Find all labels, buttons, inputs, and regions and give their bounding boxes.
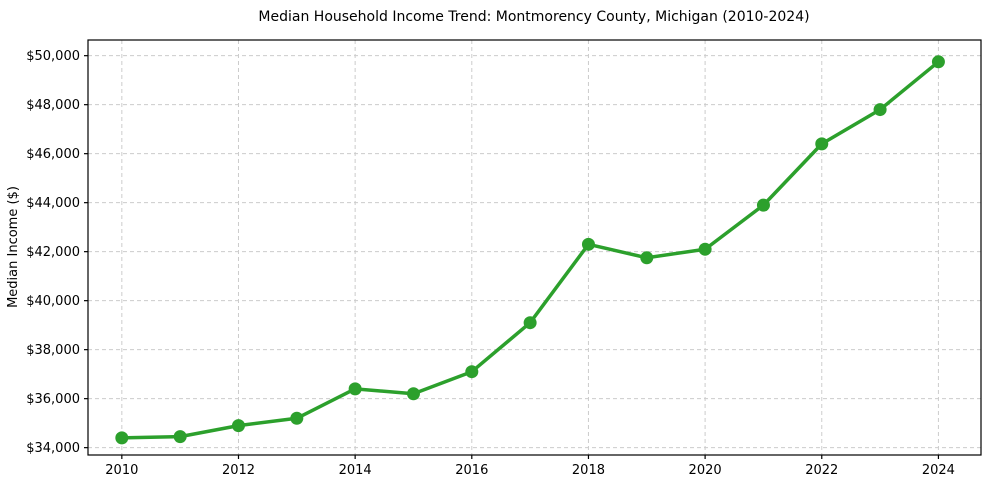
y-axis-label: Median Income ($)	[6, 186, 21, 308]
income-line-series	[120, 60, 941, 440]
data-point-2020	[698, 242, 712, 256]
x-tick-label: 2024	[922, 463, 955, 478]
series-line	[120, 60, 941, 440]
data-point-markers	[115, 55, 945, 445]
data-point-2013	[290, 411, 304, 425]
y-tick-label: $34,000	[26, 441, 80, 456]
y-tick-label: $38,000	[26, 343, 80, 358]
x-tick-label: 2016	[455, 463, 488, 478]
data-point-2014	[348, 382, 362, 396]
data-point-2022	[815, 137, 829, 151]
y-tick-label: $44,000	[26, 196, 80, 211]
plot-border	[87, 39, 982, 456]
y-tick-label: $46,000	[26, 147, 80, 162]
x-tick-label: 2018	[572, 463, 605, 478]
y-axis-tick-labels: $34,000 $36,000 $38,000 $40,000 $42,000 $44,0…	[26, 49, 80, 456]
data-point-2023	[873, 103, 887, 117]
y-tick-label: $50,000	[26, 49, 80, 64]
x-tick-label: 2020	[689, 463, 722, 478]
data-point-2012	[231, 419, 245, 433]
chart-title: Median Household Income Trend: Montmoren…	[258, 9, 809, 25]
x-tick-label: 2022	[805, 463, 838, 478]
data-point-2018	[581, 237, 595, 251]
data-point-2017	[523, 316, 537, 330]
data-point-2024	[931, 55, 945, 69]
y-tick-label: $40,000	[26, 294, 80, 309]
x-axis-tick-labels: 2010 2012 2014 2016 2018 2020 2022 2024	[105, 463, 955, 478]
y-tick-label: $48,000	[26, 98, 80, 113]
y-tick-label: $36,000	[26, 392, 80, 407]
x-tick-label: 2014	[339, 463, 372, 478]
gridlines	[88, 40, 981, 455]
data-point-2015	[406, 387, 420, 401]
data-point-2021	[756, 198, 770, 212]
y-tick-label: $42,000	[26, 245, 80, 260]
data-point-2011	[173, 430, 187, 444]
data-point-2016	[465, 365, 479, 379]
x-tick-label: 2012	[222, 463, 255, 478]
axis-ticks	[84, 55, 940, 459]
data-point-2019	[640, 251, 654, 265]
data-point-2010	[115, 431, 129, 445]
x-tick-label: 2010	[105, 463, 138, 478]
